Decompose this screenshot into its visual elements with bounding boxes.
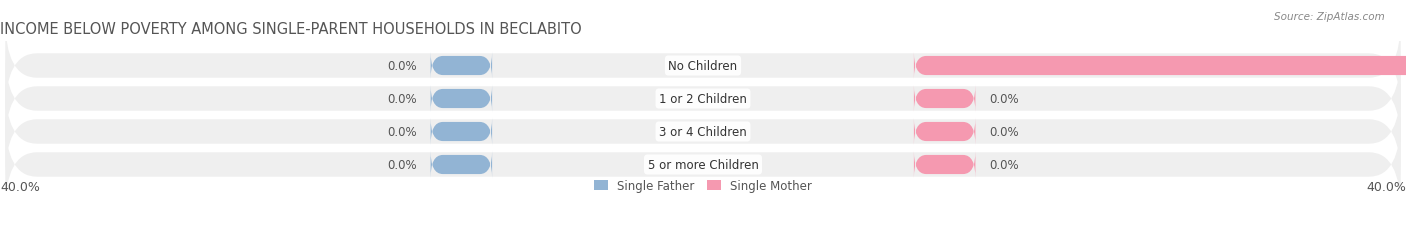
Text: 0.0%: 0.0% — [387, 158, 416, 171]
Text: INCOME BELOW POVERTY AMONG SINGLE-PARENT HOUSEHOLDS IN BECLABITO: INCOME BELOW POVERTY AMONG SINGLE-PARENT… — [0, 22, 582, 37]
Text: 1 or 2 Children: 1 or 2 Children — [659, 93, 747, 106]
Text: 0.0%: 0.0% — [387, 60, 416, 73]
Text: 5 or more Children: 5 or more Children — [648, 158, 758, 171]
FancyBboxPatch shape — [6, 52, 1400, 146]
Text: 0.0%: 0.0% — [387, 93, 416, 106]
Text: 40.0%: 40.0% — [0, 181, 39, 194]
Text: 0.0%: 0.0% — [990, 125, 1019, 138]
FancyBboxPatch shape — [6, 19, 1400, 113]
FancyBboxPatch shape — [430, 86, 492, 112]
Text: No Children: No Children — [668, 60, 738, 73]
Legend: Single Father, Single Mother: Single Father, Single Mother — [589, 174, 817, 197]
Text: 40.0%: 40.0% — [1367, 181, 1406, 194]
FancyBboxPatch shape — [914, 86, 976, 112]
Text: Source: ZipAtlas.com: Source: ZipAtlas.com — [1274, 12, 1385, 21]
FancyBboxPatch shape — [914, 119, 976, 145]
Text: 3 or 4 Children: 3 or 4 Children — [659, 125, 747, 138]
FancyBboxPatch shape — [6, 118, 1400, 212]
Text: 0.0%: 0.0% — [990, 158, 1019, 171]
FancyBboxPatch shape — [430, 53, 492, 80]
FancyBboxPatch shape — [6, 85, 1400, 179]
Text: 0.0%: 0.0% — [387, 125, 416, 138]
FancyBboxPatch shape — [914, 151, 976, 178]
FancyBboxPatch shape — [430, 119, 492, 145]
Text: 0.0%: 0.0% — [990, 93, 1019, 106]
FancyBboxPatch shape — [430, 151, 492, 178]
FancyBboxPatch shape — [914, 53, 1406, 80]
